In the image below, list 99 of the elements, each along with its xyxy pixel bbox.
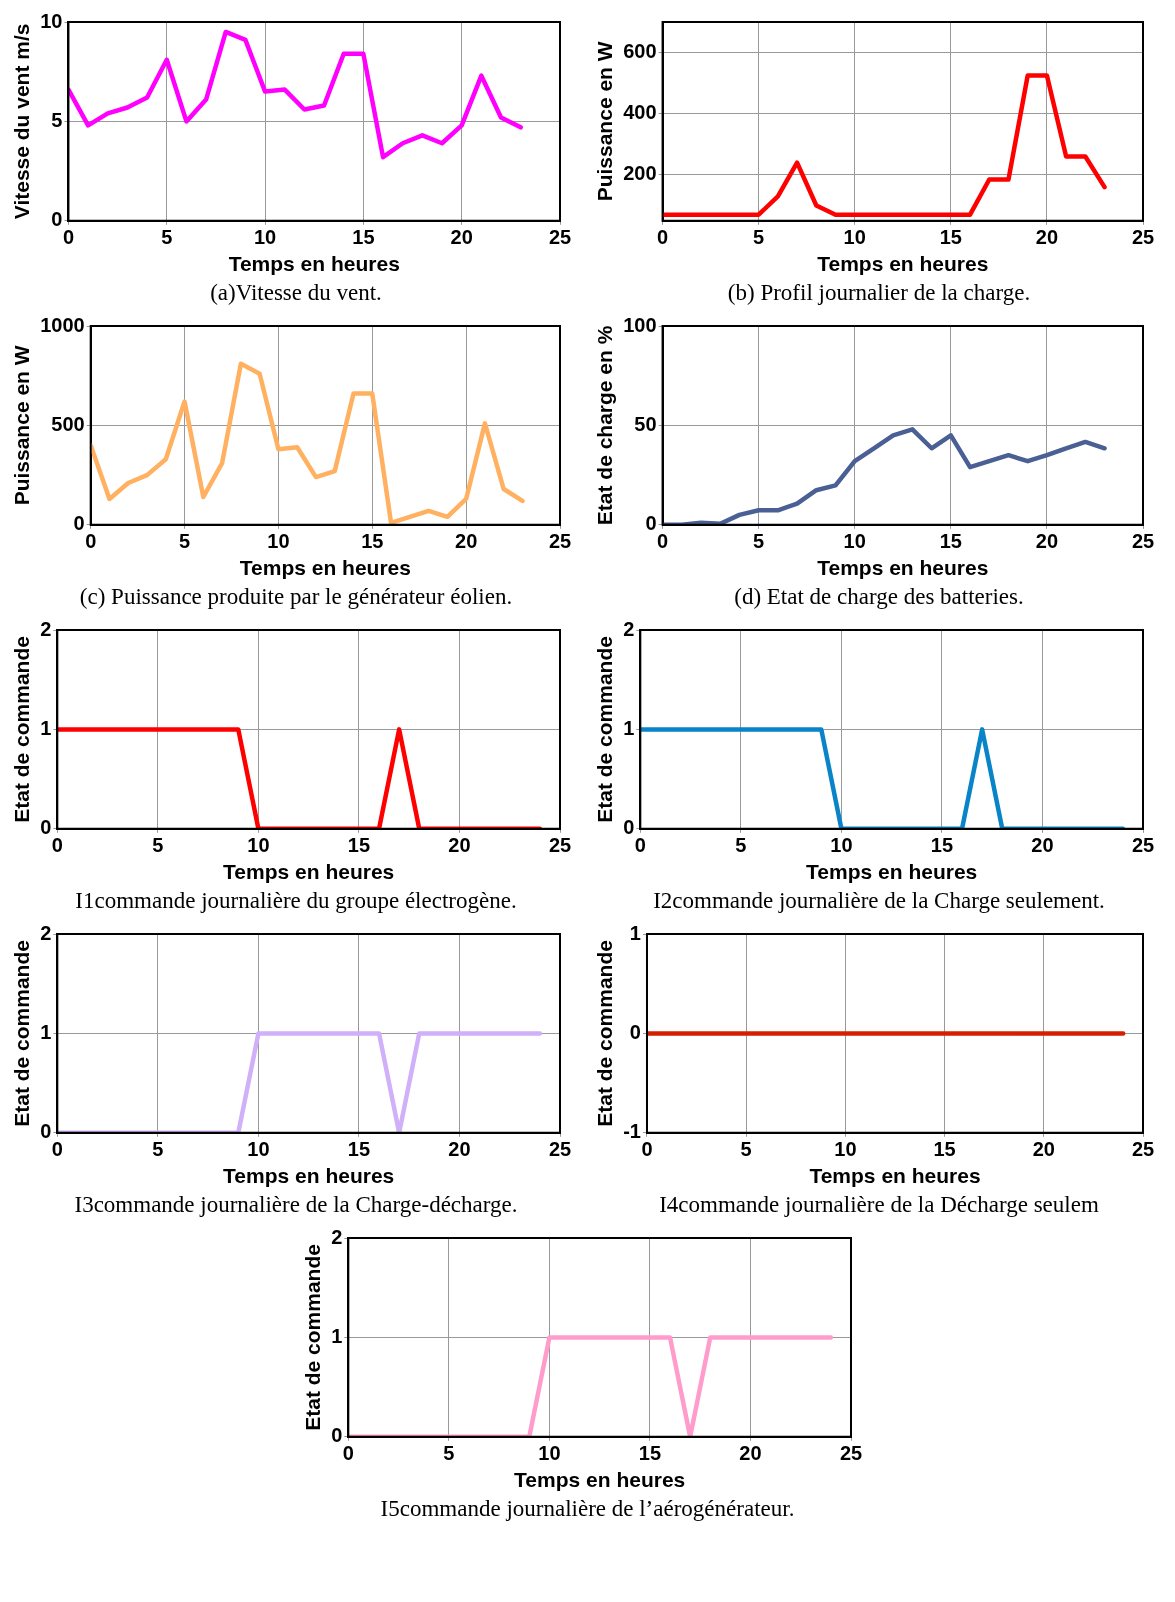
y-axis-title: Etat de commande (9, 636, 33, 823)
y-axis-title: Puissance en W (9, 345, 33, 506)
text: (d) Etat de charge des batteries. (733, 584, 1025, 610)
x-tick-label: 20 (1035, 226, 1058, 249)
y-tick-label: 400 (622, 101, 657, 124)
x-axis-title: Temps en heures (808, 1164, 981, 1188)
text: I3commande journalière de la Charge-décharge. (73, 1192, 519, 1218)
y-axis-title: Vitesse du vent m/s (9, 23, 33, 220)
y-tick-label: 0 (644, 512, 657, 535)
x-tick-label: 20 (447, 834, 471, 857)
x-tick-label: 10 (538, 1442, 561, 1465)
x-tick-label: 10 (843, 530, 866, 553)
x-tick-label: 20 (450, 226, 473, 249)
text: (c) Puissance produite par le générateur éolien. (78, 584, 514, 610)
x-axis-title: Temps en heures (228, 252, 400, 276)
x-tick-label: 5 (752, 530, 764, 553)
x-tick-label: 25 (1131, 226, 1154, 249)
y-axis-title: Puissance en W (592, 41, 616, 202)
y-tick-label: 2 (39, 617, 51, 640)
x-tick-label: 25 (548, 226, 571, 249)
x-tick-label: 25 (548, 1138, 571, 1161)
x-tick-label: 5 (740, 1138, 752, 1161)
x-axis-title: Temps en heures (239, 556, 411, 580)
x-axis-title: Temps en heures (222, 1164, 394, 1188)
text: (a)Vitesse du vent. (209, 280, 383, 306)
x-tick-label: 15 (638, 1442, 662, 1465)
x-tick-label: 15 (930, 834, 953, 857)
y-axis-title: Etat de commande (301, 1244, 325, 1431)
x-tick-label: 15 (347, 834, 370, 857)
y-axis-title: Etat de charge en % (592, 325, 616, 526)
x-tick-label: 10 (253, 226, 276, 249)
x-tick-label: 5 (178, 530, 190, 553)
x-tick-label: 5 (160, 226, 172, 249)
x-tick-label: 10 (843, 226, 866, 249)
x-tick-label: 25 (548, 834, 571, 857)
x-tick-label: 25 (839, 1442, 863, 1465)
x-tick-label: 10 (246, 834, 270, 857)
y-tick-label: 0 (39, 1120, 51, 1143)
y-tick-label: 2 (331, 1225, 343, 1248)
x-tick-label: 5 (151, 834, 163, 857)
x-tick-label: 15 (932, 1138, 956, 1161)
x-tick-label: 20 (447, 1138, 471, 1161)
y-tick-label: 0 (39, 816, 51, 839)
x-tick-label: 15 (360, 530, 383, 553)
y-tick-label: 1 (331, 1324, 343, 1347)
y-tick-label: 1 (39, 716, 51, 739)
text: I2commande journalière de la Charge seulement. (652, 888, 1106, 914)
y-tick-label: 0 (50, 208, 62, 231)
y-axis-title: Etat de commande (9, 940, 33, 1127)
x-tick-label: 5 (443, 1442, 455, 1465)
x-tick-label: 5 (734, 834, 746, 857)
y-tick-label: 100 (622, 313, 657, 336)
x-tick-label: 15 (939, 226, 962, 249)
x-tick-label: 10 (246, 1138, 270, 1161)
x-tick-label: 5 (752, 226, 764, 249)
y-tick-label: 50 (633, 412, 657, 435)
y-tick-label: 1 (629, 921, 641, 944)
x-tick-label: 10 (833, 1138, 857, 1161)
y-tick-label: 200 (622, 162, 657, 185)
x-tick-label: 20 (1035, 530, 1058, 553)
y-axis-title: Etat de commande (592, 940, 616, 1127)
text: I5commande journalière de l’aérogénérateur. (379, 1496, 796, 1522)
y-tick-label: 1000 (39, 313, 85, 336)
x-axis-title: Temps en heures (805, 860, 977, 884)
y-tick-label: 0 (331, 1424, 343, 1447)
text: (b) Profil journalier de la charge. (726, 280, 1032, 306)
y-tick-label: 2 (39, 921, 51, 944)
x-tick-label: 25 (1131, 1138, 1154, 1161)
y-tick-label: 5 (50, 108, 62, 131)
y-tick-label: 2 (622, 617, 634, 640)
x-tick-label: 20 (454, 530, 477, 553)
x-axis-title: Temps en heures (514, 1468, 686, 1492)
y-tick-label: 0 (73, 512, 85, 535)
x-tick-label: 15 (347, 1138, 370, 1161)
x-tick-label: 15 (351, 226, 374, 249)
y-tick-label: 1 (39, 1020, 51, 1043)
y-tick-label: 600 (622, 40, 657, 63)
y-tick-label: 10 (39, 9, 62, 32)
y-tick-label: 0 (629, 1020, 641, 1043)
y-tick-label: 500 (50, 412, 85, 435)
y-tick-label: 0 (622, 816, 634, 839)
text: I4commande journalière de la Décharge seulem (658, 1192, 1100, 1218)
x-tick-label: 25 (1131, 530, 1154, 553)
y-tick-label: 1 (622, 716, 634, 739)
text: I1commande journalière du groupe électrogène. (74, 888, 518, 914)
x-tick-label: 10 (266, 530, 290, 553)
x-tick-label: 20 (1032, 1138, 1055, 1161)
x-axis-title: Temps en heures (816, 556, 988, 580)
x-tick-label: 10 (829, 834, 853, 857)
x-tick-label: 25 (548, 530, 571, 553)
y-axis-title: Etat de commande (592, 636, 616, 823)
x-tick-label: 15 (939, 530, 962, 553)
x-tick-label: 25 (1131, 834, 1154, 857)
x-axis-title: Temps en heures (222, 860, 394, 884)
y-tick-label: -1 (622, 1120, 641, 1143)
x-tick-label: 20 (1030, 834, 1054, 857)
x-tick-label: 20 (739, 1442, 762, 1465)
x-axis-title: Temps en heures (816, 252, 988, 276)
x-tick-label: 5 (151, 1138, 163, 1161)
